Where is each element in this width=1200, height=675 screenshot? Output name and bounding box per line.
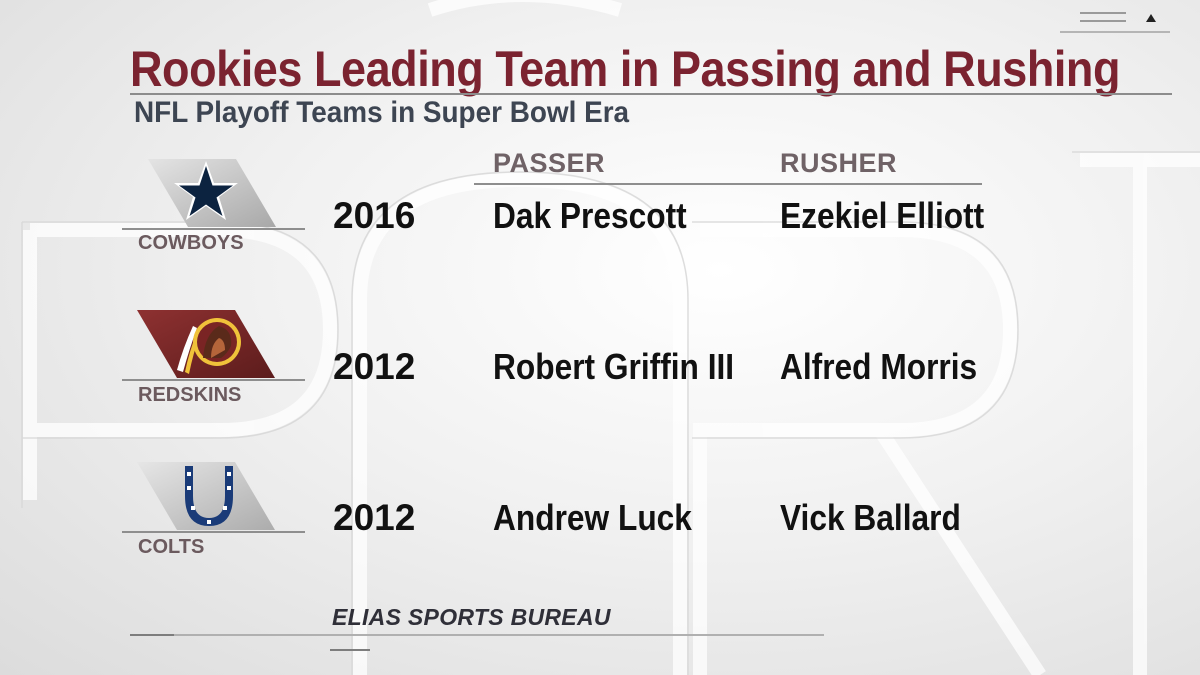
rusher-column-header: RUSHER xyxy=(780,148,898,178)
rusher-name: Vick Ballard xyxy=(780,497,961,538)
team-divider xyxy=(122,531,305,533)
passer-name: Dak Prescott xyxy=(493,195,687,236)
title-divider xyxy=(130,93,1172,95)
season-year: 2012 xyxy=(333,346,416,387)
cowboys-star-icon xyxy=(148,159,276,227)
redskins-logo xyxy=(137,308,275,380)
rusher-name: Ezekiel Elliott xyxy=(780,195,985,236)
team-divider xyxy=(122,379,305,381)
season-year: 2016 xyxy=(333,195,416,236)
rusher-name: Alfred Morris xyxy=(780,346,978,387)
bottom-divider-left xyxy=(130,634,174,636)
bottom-divider xyxy=(174,634,824,636)
team-name: COWBOYS xyxy=(138,232,244,254)
cowboys-logo xyxy=(148,157,278,229)
season-year: 2012 xyxy=(333,497,416,538)
team-divider xyxy=(122,228,305,230)
corner-menu-lines xyxy=(1080,12,1130,26)
source-credit: ELIAS SPORTS BUREAU xyxy=(332,604,611,630)
team-name: REDSKINS xyxy=(138,384,242,406)
page-subtitle: NFL Playoff Teams in Super Bowl Era xyxy=(134,96,630,129)
passer-name: Andrew Luck xyxy=(493,497,692,538)
bottom-accent-divider xyxy=(330,649,370,651)
column-header-divider xyxy=(474,183,982,185)
redskins-logo-icon xyxy=(137,310,275,378)
page-title: Rookies Leading Team in Passing and Rush… xyxy=(130,41,1120,97)
corner-triangle-icon xyxy=(1146,14,1156,22)
passer-column-header: PASSER xyxy=(493,148,606,178)
passer-name: Robert Griffin III xyxy=(493,346,735,387)
colts-horseshoe-icon xyxy=(137,462,275,530)
colts-logo xyxy=(137,460,275,532)
corner-divider xyxy=(1060,31,1170,33)
team-name: COLTS xyxy=(138,536,205,558)
